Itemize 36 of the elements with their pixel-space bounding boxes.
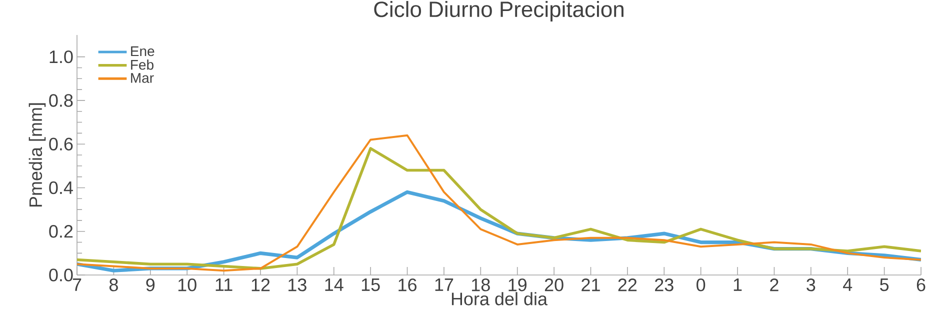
x-tick-label: 3 — [806, 278, 816, 292]
x-tick-label: 20 — [544, 278, 564, 292]
x-tick-label: 0 — [696, 278, 706, 292]
x-tick-label: 8 — [109, 278, 118, 292]
x-tick-label: 9 — [146, 278, 155, 292]
legend-label: Mar — [131, 73, 154, 83]
x-tick-label: 6 — [916, 278, 926, 292]
chart-title: Ciclo Diurno Precipitacion — [374, 0, 624, 22]
x-tick-label: 23 — [655, 278, 674, 292]
x-tick-label: 7 — [72, 278, 82, 291]
legend-label: Feb — [131, 59, 154, 70]
x-axis-title: Hora del dia — [452, 292, 548, 306]
x-tick-label: 2 — [770, 278, 778, 292]
x-tick-label: 15 — [362, 278, 380, 292]
x-tick-label: 16 — [398, 278, 416, 292]
x-tick-label: 22 — [618, 278, 637, 292]
x-tick-label: 12 — [252, 278, 270, 292]
x-tick-label: 14 — [325, 278, 344, 291]
x-tick-label: 17 — [435, 278, 454, 291]
y-tick-label: 0.0 — [49, 268, 73, 282]
y-tick-label: 0.2 — [49, 224, 73, 238]
x-tick-label: 11 — [216, 278, 232, 291]
legend-label: Ene — [131, 46, 154, 56]
x-tick-label: 1 — [734, 278, 742, 291]
x-tick-label: 13 — [288, 278, 306, 292]
y-tick-label: 0.4 — [49, 181, 73, 194]
x-tick-label: 19 — [508, 278, 527, 292]
x-tick-label: 18 — [472, 278, 490, 292]
x-tick-label: 5 — [880, 278, 889, 292]
y-axis-title: Pmedia [mm] — [28, 103, 46, 207]
x-tick-label: 4 — [843, 278, 852, 291]
x-tick-label: 10 — [178, 278, 196, 292]
x-tick-label: 21 — [582, 278, 600, 292]
y-tick-label: 0.6 — [49, 138, 73, 150]
y-tick-label: 0.8 — [49, 94, 73, 107]
y-tick-label: 1.0 — [50, 50, 73, 64]
